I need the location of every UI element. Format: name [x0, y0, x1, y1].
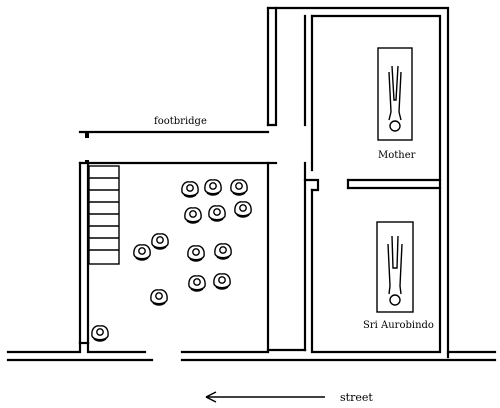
inner-rooms	[303, 14, 442, 354]
seated-person-icon	[213, 273, 231, 290]
seated-person-icon	[214, 243, 232, 260]
seated-person-icon	[150, 289, 168, 306]
seated-people	[91, 179, 252, 342]
footbridge-post	[85, 133, 89, 138]
seated-person-icon	[91, 325, 109, 342]
rooms-outer	[310, 14, 442, 354]
seated-person-icon	[188, 275, 206, 292]
seated-person-icon	[208, 205, 226, 222]
seated-person-icon	[230, 179, 248, 196]
tower-inner-left	[266, 6, 278, 127]
mother-figure-icon	[388, 65, 402, 132]
sri-aurobindo-label: Sri Aurobindo	[363, 320, 434, 331]
outer-wall-top-right	[266, 6, 450, 359]
mother-label: Mother	[378, 150, 416, 161]
street-wall-upper-mid	[86, 341, 147, 354]
seated-person-icon	[184, 207, 202, 224]
staircase	[88, 165, 120, 265]
footbridge-post	[85, 160, 89, 164]
door-jamb	[303, 178, 320, 192]
street-label: street	[340, 391, 373, 404]
seated-person-icon	[133, 244, 151, 261]
sri-aurobindo-tomb-outline	[376, 221, 414, 313]
sri-aurobindo-figure-icon	[387, 235, 403, 306]
seated-person-icon	[181, 181, 199, 198]
building-walls	[6, 6, 497, 362]
seated-person-icon	[151, 233, 169, 250]
mother-tomb-outline	[377, 47, 413, 141]
seated-person-icon	[187, 245, 205, 262]
sri-aurobindo-tomb	[376, 221, 414, 313]
footbridge-label: footbridge	[154, 116, 207, 127]
staircase-outline	[88, 165, 120, 265]
seated-person-icon	[234, 201, 252, 218]
courtyard-upper-wall	[78, 161, 270, 352]
street-arrow	[205, 391, 325, 403]
street-wall-upper-left	[6, 341, 82, 354]
seated-person-icon	[204, 179, 222, 196]
mother-tomb	[377, 47, 413, 141]
arrow-head-icon	[205, 391, 217, 403]
